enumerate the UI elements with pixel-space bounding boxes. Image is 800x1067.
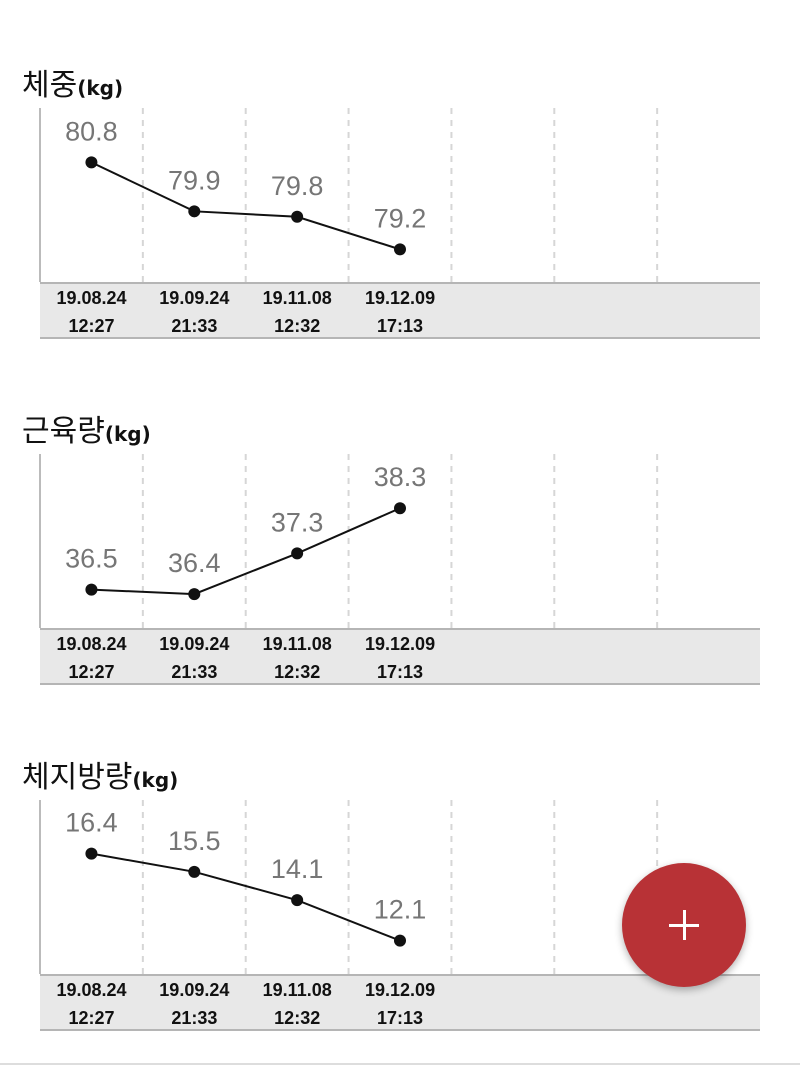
point (291, 894, 304, 907)
point (85, 583, 98, 596)
x-tick-label: 19.08.24 12:27 (56, 980, 127, 1028)
x-tick-label: 19.11.08 12:32 (262, 288, 332, 336)
x-tick-label: 19.12.09 17:13 (365, 634, 436, 682)
x-tick-label: 19.11.08 12:32 (262, 980, 332, 1028)
chart-title: 근육량(kg) (22, 406, 151, 450)
value-label: 36.4 (168, 548, 221, 578)
x-tick-label: 19.08.24 12:27 (56, 634, 127, 682)
point (188, 588, 201, 601)
value-label: 79.9 (168, 165, 221, 195)
value-label: 37.3 (271, 507, 324, 537)
point (188, 865, 201, 878)
chart-title: 체중(kg) (22, 60, 123, 104)
point (291, 547, 304, 560)
point (394, 934, 406, 947)
value-label: 79.2 (374, 203, 427, 233)
point (85, 156, 98, 169)
line (91, 852, 401, 942)
value-label: 12.1 (374, 895, 427, 925)
add-button[interactable] (622, 863, 746, 987)
x-tick-label: 19.09.24 21:33 (159, 634, 230, 682)
value-label: 38.3 (374, 462, 427, 492)
x-tick-label: 19.08.24 12:27 (56, 288, 127, 336)
value-label: 14.1 (271, 854, 324, 884)
title-unit: (kg) (77, 76, 124, 100)
point (188, 205, 201, 218)
x-tick-label: 19.09.24 21:33 (159, 288, 230, 336)
value-label: 15.5 (168, 826, 221, 856)
title-text: 체중 (22, 68, 78, 103)
point (394, 502, 406, 515)
chart-title: 체지방량(kg) (22, 752, 178, 796)
point (85, 847, 98, 860)
x-label-band (40, 974, 760, 1031)
x-tick-label: 19.09.24 21:33 (159, 980, 230, 1028)
x-label-band (40, 628, 760, 685)
x-tick-label: 19.12.09 17:13 (365, 980, 436, 1028)
title-text: 근육량 (22, 414, 105, 449)
title-unit: (kg) (132, 768, 179, 792)
x-tick-label: 19.11.08 12:32 (262, 634, 332, 682)
x-label-band (40, 282, 760, 339)
value-label: 36.5 (65, 544, 118, 574)
value-label: 79.8 (271, 171, 324, 201)
title-unit: (kg) (104, 422, 151, 446)
point (394, 243, 406, 256)
title-text: 체지방량 (22, 760, 133, 795)
point (291, 210, 304, 223)
value-label: 80.8 (65, 116, 118, 146)
value-label: 16.4 (65, 808, 118, 838)
x-tick-label: 19.12.09 17:13 (365, 288, 436, 336)
line (91, 507, 401, 596)
line (90, 161, 401, 251)
